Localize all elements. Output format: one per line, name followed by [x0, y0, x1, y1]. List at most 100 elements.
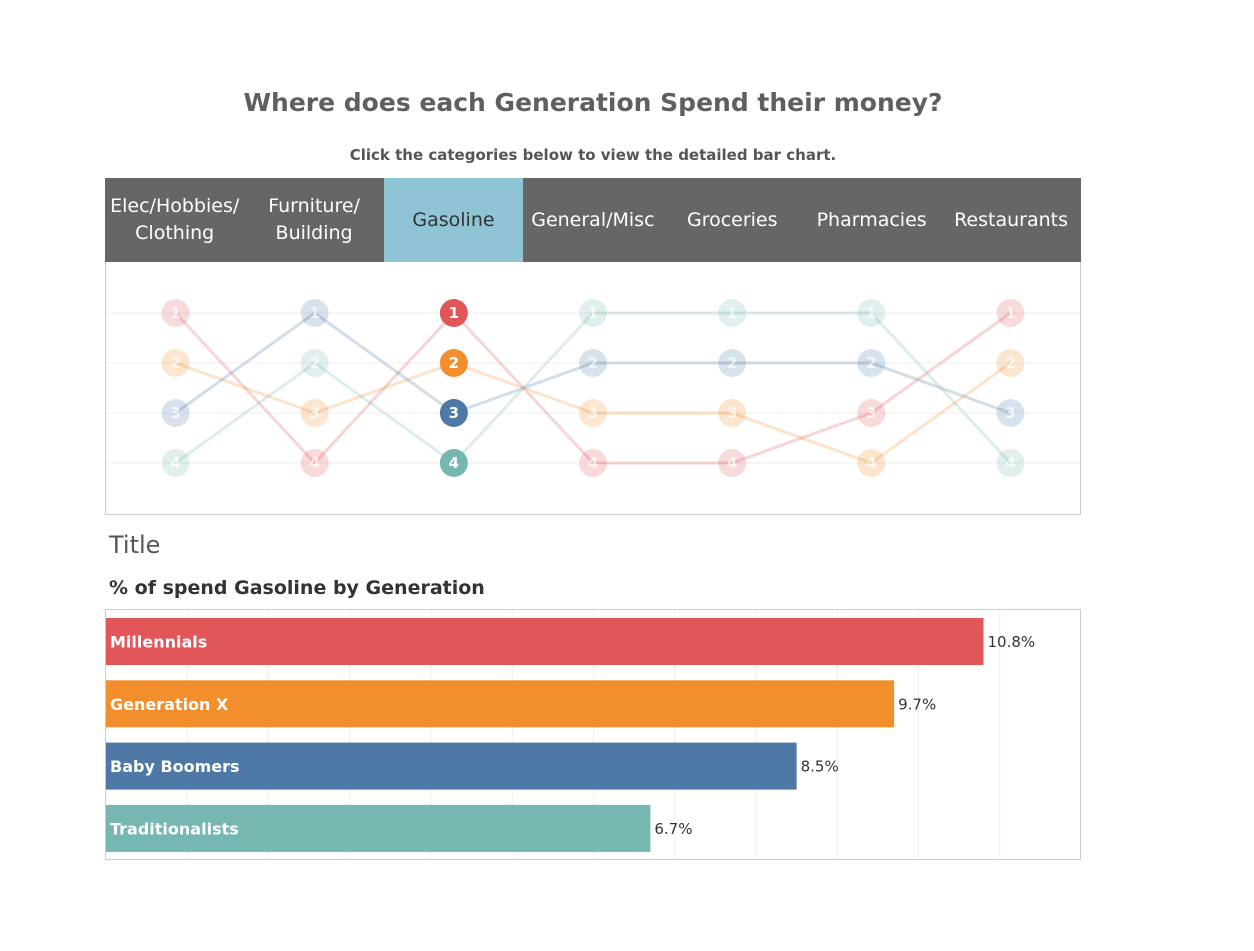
rank-point[interactable]: 4 — [300, 449, 329, 477]
rank-point[interactable]: 2 — [857, 349, 886, 377]
category-label-line1: General/Misc — [531, 208, 655, 231]
rank-point-label: 1 — [309, 304, 319, 322]
category-button-2[interactable]: Gasoline — [383, 178, 524, 262]
rank-line-segment — [731, 411, 872, 465]
rank-point[interactable]: 3 — [857, 399, 886, 427]
rank-point-marker — [439, 449, 468, 477]
rank-point-marker — [996, 299, 1025, 327]
rank-point-label: 3 — [449, 404, 459, 422]
rank-point[interactable]: 2 — [300, 349, 329, 377]
rank-point-marker — [718, 299, 747, 327]
rank-point[interactable]: 3 — [439, 399, 468, 427]
bar — [106, 742, 797, 790]
bar-value-label: 10.8% — [988, 633, 1036, 651]
rank-line-segment — [174, 311, 316, 415]
rank-point[interactable]: 1 — [857, 299, 886, 327]
rank-point-marker — [300, 449, 329, 477]
rank-point[interactable]: 2 — [161, 349, 190, 377]
rank-point-marker — [857, 449, 886, 477]
rank-point-marker — [718, 449, 747, 477]
rank-point-label: 3 — [1005, 404, 1015, 422]
category-button-5[interactable]: Pharmacies — [802, 178, 941, 262]
category-button-1[interactable]: Furniture/Building — [244, 178, 383, 262]
bar — [106, 804, 651, 852]
category-label-line1: Restaurants — [954, 208, 1068, 231]
category-button-label: Groceries — [687, 207, 778, 234]
category-label-line1: Furniture/ — [268, 195, 360, 217]
rank-point-label: 2 — [727, 354, 737, 372]
rank-point-label: 4 — [309, 454, 319, 472]
category-button-0[interactable]: Elec/Hobbies/Clothing — [105, 178, 244, 262]
category-button-label: Gasoline — [412, 207, 494, 234]
rank-point-label: 1 — [588, 304, 598, 322]
rank-point[interactable]: 2 — [996, 349, 1025, 377]
category-label-line2: Building — [275, 222, 353, 244]
rank-point-label: 3 — [170, 404, 180, 422]
bar-category-label: Millennials — [110, 633, 207, 652]
rank-point[interactable]: 3 — [996, 399, 1025, 427]
bar-category-label: Traditionalists — [110, 819, 239, 838]
rank-point-marker — [718, 349, 747, 377]
rank-point-label: 4 — [1005, 454, 1015, 472]
rank-point-marker — [857, 299, 886, 327]
bar-chart: Millennials 10.8% Generation X 9.7% Baby Boo… — [105, 609, 1081, 860]
rank-point-label: 3 — [727, 404, 737, 422]
bar-chart-svg: Millennials 10.8% Generation X 9.7% Baby Boo… — [106, 610, 1035, 859]
rank-point[interactable]: 1 — [579, 299, 607, 327]
bar-group[interactable]: Generation X 9.7% — [106, 680, 936, 728]
rank-point-marker — [300, 349, 329, 377]
rank-point-label: 1 — [727, 304, 737, 322]
rank-line-segment — [870, 311, 1012, 415]
rank-point[interactable]: 3 — [718, 399, 747, 427]
page-title: Where does each Generation Spend their m… — [243, 88, 943, 117]
category-button-4[interactable]: Groceries — [663, 178, 802, 262]
rank-point[interactable]: 2 — [579, 349, 607, 377]
rank-point-marker — [161, 299, 190, 327]
rank-point[interactable]: 1 — [300, 299, 329, 327]
rank-point-label: 1 — [1005, 304, 1015, 322]
rank-point[interactable]: 4 — [161, 449, 190, 477]
rank-point[interactable]: 4 — [439, 449, 468, 477]
category-button-label: Restaurants — [954, 207, 1068, 234]
category-label-line1: Gasoline — [412, 208, 495, 231]
rank-line-segment — [870, 361, 1011, 415]
rank-point-label: 4 — [866, 454, 876, 472]
title-placeholder: Title — [109, 531, 161, 559]
rank-point-label: 4 — [449, 454, 459, 472]
rank-point[interactable]: 3 — [579, 399, 607, 427]
rank-point-label: 4 — [588, 454, 598, 472]
rank-point[interactable]: 4 — [579, 449, 607, 477]
rank-line-segment — [174, 361, 316, 465]
bar-category-label: Baby Boomers — [110, 757, 240, 776]
rank-line-segment — [313, 311, 455, 415]
rank-point-label: 2 — [588, 354, 598, 372]
category-button-3[interactable]: General/Misc — [523, 178, 662, 262]
rank-point[interactable]: 2 — [439, 349, 468, 377]
bar-group[interactable]: Millennials 10.8% — [106, 618, 1035, 665]
bar-chart-title: % of spend Gasoline by Generation — [109, 577, 485, 599]
bar-group[interactable]: Baby Boomers 8.5% — [106, 742, 839, 790]
rank-point[interactable]: 4 — [857, 449, 886, 477]
rank-point-marker — [579, 399, 607, 427]
rank-point[interactable]: 1 — [996, 299, 1025, 327]
category-button-label: General/Misc — [531, 207, 654, 234]
rank-line-segment — [452, 311, 595, 465]
rank-point-marker — [161, 399, 190, 427]
rank-line-segment — [731, 411, 872, 465]
bar-group[interactable]: Traditionalists 6.7% — [106, 804, 692, 852]
rank-line-segment — [453, 361, 594, 415]
rank-point[interactable]: 1 — [161, 299, 190, 327]
rank-point[interactable]: 4 — [996, 449, 1025, 477]
rank-point[interactable]: 1 — [439, 299, 468, 327]
category-button-6[interactable]: Restaurants — [941, 178, 1080, 262]
category-label-line1: Elec/Hobbies/ — [110, 195, 240, 217]
rank-point[interactable]: 3 — [161, 399, 190, 427]
rank-point[interactable]: 4 — [718, 449, 747, 477]
rank-line-segment — [452, 311, 595, 465]
rank-point[interactable]: 3 — [300, 399, 329, 427]
rank-chart: 1 4 1 4 4 3 1 2 3 2 3 3 4 2 3 1 3 2 2 2 3 4 2 4 1 1 1 4 — [105, 262, 1081, 515]
rank-point-marker — [439, 349, 468, 377]
rank-point[interactable]: 2 — [718, 349, 747, 377]
rank-point[interactable]: 1 — [718, 299, 747, 327]
rank-point-label: 3 — [588, 404, 598, 422]
